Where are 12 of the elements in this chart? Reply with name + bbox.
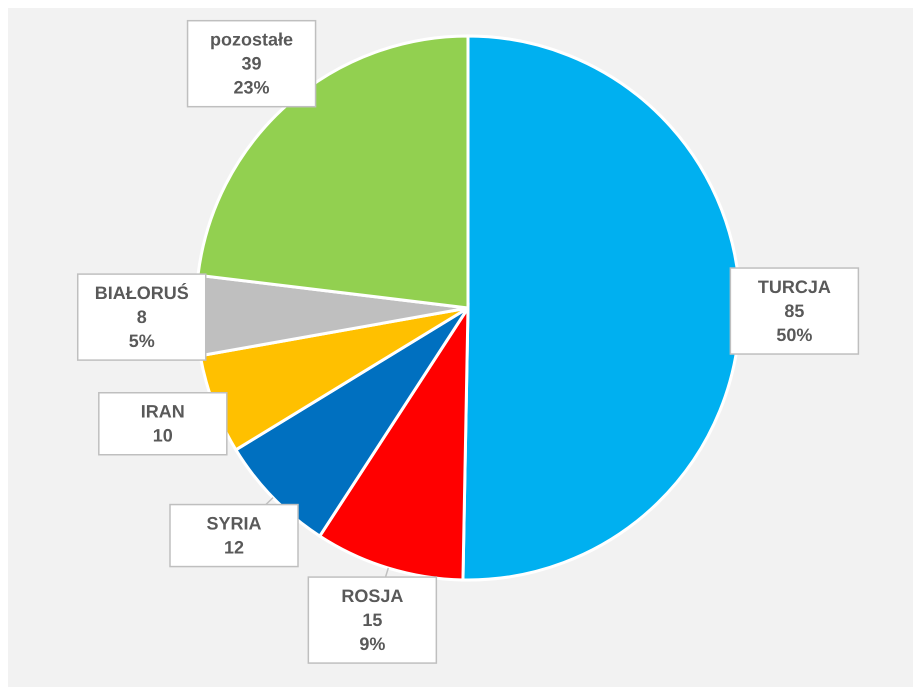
data-label: 15 9%	[359, 610, 386, 654]
slice-label: pozostałe	[210, 30, 294, 50]
slice-label: BIAŁORUŚ	[94, 283, 189, 304]
data-label: 39 23%	[234, 54, 270, 98]
data-label: 12	[224, 538, 244, 558]
data-label: 85 50%	[776, 301, 812, 346]
slice-label: ROSJA	[341, 586, 404, 606]
slice-label: SYRIA	[206, 514, 262, 534]
data-label: 10	[152, 426, 173, 446]
slice-label: TURCJA	[758, 277, 831, 298]
data-label: 8 5%	[128, 307, 155, 352]
slice-label: IRAN	[140, 402, 185, 422]
